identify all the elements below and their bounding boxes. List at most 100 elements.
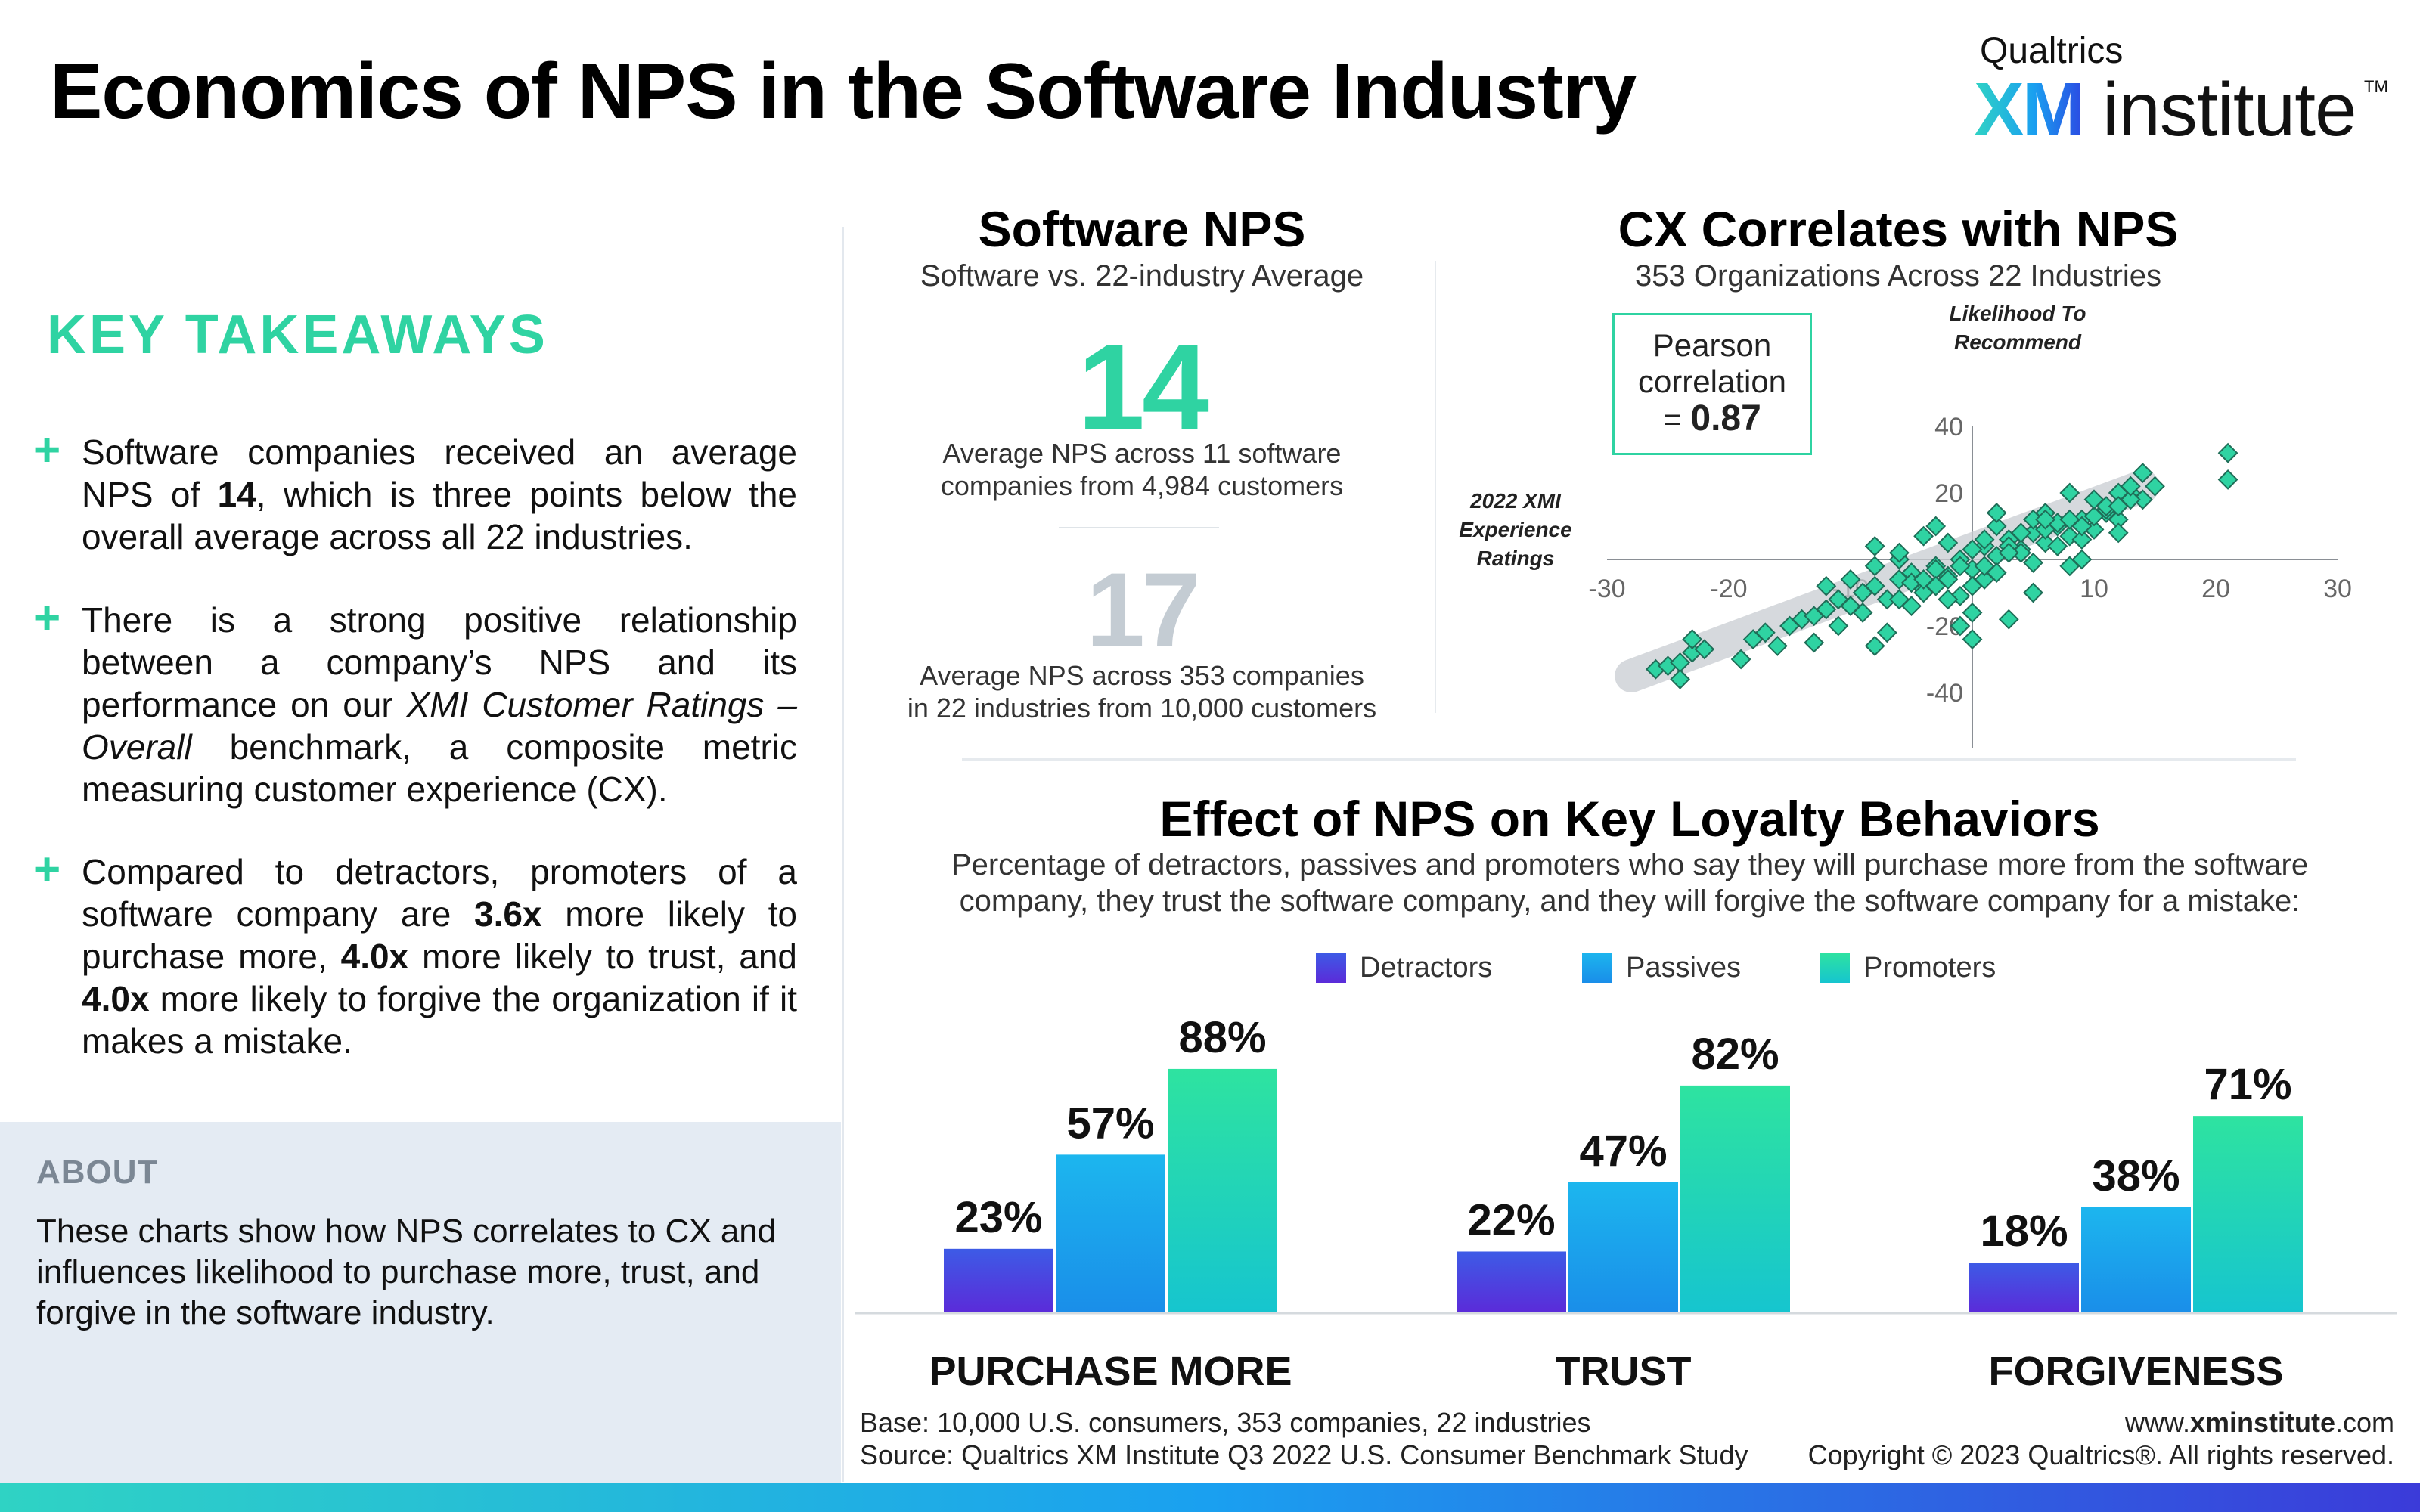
software-nps-title: Software NPS (978, 201, 1306, 257)
x-tick-label: 30 (2323, 575, 2352, 603)
bar (944, 1248, 1053, 1312)
cx-scatter-chart: -30-20-101020304020-20-40-60Likelihood T… (1459, 302, 2352, 748)
x-axis-title: Experience (1459, 518, 1571, 541)
industry-average-description: Average NPS across 353 companies in 22 i… (870, 659, 1414, 724)
bar (1168, 1068, 1277, 1312)
scatter-point (1925, 516, 1947, 537)
vertical-divider (842, 227, 844, 1482)
scatter-point (2108, 496, 2129, 517)
pearson-label: Pearson correlation (1615, 327, 1810, 400)
scatter-point (1913, 525, 1934, 547)
scatter-point (1962, 575, 1983, 596)
footer-source-text: Source: Qualtrics XM Institute Q3 2022 U… (860, 1439, 1748, 1470)
bar-value-label: 18% (1980, 1207, 2068, 1256)
bar (2193, 1116, 2303, 1312)
page-title: Economics of NPS in the Software Industr… (50, 48, 1637, 135)
plus-icon: + (33, 424, 61, 476)
category-label: FORGIVENESS (1988, 1349, 2283, 1394)
legend-swatch (1582, 953, 1612, 983)
software-nps-description: Average NPS across 11 software companies… (870, 437, 1414, 502)
bar-value-label: 38% (2092, 1151, 2180, 1201)
bar-chart-legend: Detractors Passives Promoters (1316, 951, 2042, 984)
footer-source: Base: 10,000 U.S. consumers, 353 compani… (860, 1406, 1748, 1471)
y-tick-label: -60 (1926, 745, 1963, 748)
text-run: 4.0x (340, 937, 409, 976)
bar (1056, 1154, 1165, 1312)
scatter-point (1876, 622, 1897, 643)
pearson-value: 0.87 (1690, 398, 1761, 438)
text-run: more likely to forgive the organization … (82, 979, 797, 1061)
scatter-point (1998, 609, 2019, 630)
pearson-correlation-box: Pearson correlation = 0.87 (1612, 313, 1812, 455)
scatter-point (1754, 622, 1776, 643)
text-run: more likely to purchase more, (82, 894, 798, 976)
horizontal-divider (962, 758, 2296, 761)
scatter-point (2059, 482, 2080, 503)
scatter-point (1962, 602, 1983, 623)
scatter-point (2023, 552, 2043, 573)
scatter-point (1986, 516, 2007, 537)
legend-swatch (1316, 953, 1346, 983)
subtitle-line: Percentage of detractors, passives and p… (951, 848, 2309, 881)
desc-line: in 22 industries from 10,000 customers (907, 692, 1377, 723)
website-link[interactable]: www.xminstitute.com (1808, 1406, 2394, 1439)
scatter-point (1913, 569, 1934, 590)
scatter-point (1816, 599, 1837, 620)
bar-value-label: 22% (1467, 1195, 1555, 1244)
x-axis-title: 2022 XMI (1469, 489, 1562, 513)
x-tick-label: 10 (2080, 575, 2108, 603)
desc-line: Average NPS across 353 companies (920, 660, 1364, 691)
footer-copyright: www.xminstitute.com Copyright © 2023 Qua… (1808, 1406, 2394, 1471)
loyalty-bar-chart: 23% 57% 88% PURCHASE MORE 22% 47% 82% TRUST 18% 3… (855, 1013, 2397, 1394)
scatter-point (2047, 535, 2068, 556)
scatter-point (1864, 575, 1885, 596)
scatter-point (1986, 502, 2007, 523)
takeaways-panel: KEY TAKEAWAYS + Software companies recei… (0, 197, 841, 1123)
scatter-point (2035, 509, 2056, 530)
nps-separator (1059, 527, 1219, 528)
bar-value-label: 23% (954, 1193, 1042, 1242)
scatter-point (1974, 556, 1995, 577)
url-part: .com (2335, 1407, 2394, 1438)
scatter-point (2217, 469, 2238, 490)
scatter-point (1852, 602, 1873, 623)
subtitle-line: company, they trust the software company… (959, 885, 2301, 918)
takeaway-text: Software companies received an average N… (82, 431, 797, 558)
bar (2081, 1207, 2191, 1312)
bar-value-label: 57% (1066, 1098, 1154, 1148)
scatter-point (1950, 615, 1971, 637)
logo-trademark: TM (2364, 77, 2388, 96)
scatter-point (1864, 556, 1885, 577)
y-axis-title: Likelihood To (1950, 302, 2086, 325)
category-label: PURCHASE MORE (929, 1349, 1292, 1394)
text-run: more likely to trust, and (408, 937, 797, 976)
scatter-point (1998, 542, 2019, 563)
scatter-point (2132, 463, 2153, 484)
scatter-point (1962, 539, 1983, 560)
footer-base: Base: 10,000 U.S. consumers, 353 compani… (860, 1407, 1591, 1438)
scatter-point (1840, 569, 1861, 590)
cx-chart-title: CX Correlates with NPS (1618, 201, 2179, 257)
takeaway-item: + Software companies received an average… (33, 424, 797, 558)
legend-label: Detractors (1360, 952, 1493, 984)
legend-label: Passives (1626, 952, 1742, 984)
scatter-point (1694, 639, 1715, 660)
cx-chart-subtitle: 353 Organizations Across 22 Industries (1635, 259, 2161, 293)
software-nps-value: 14 (1078, 319, 1209, 454)
scatter-point (1816, 575, 1837, 596)
about-text: These charts show how NPS correlates to … (36, 1213, 777, 1331)
text-run: There is a strong positive relationship … (82, 600, 797, 724)
text-run: Compared to detractors, promoters of a s… (82, 852, 797, 934)
takeaways-heading: KEY TAKEAWAYS (47, 305, 548, 365)
text-run: 14 (217, 475, 256, 514)
effect-chart-title: Effect of NPS on Key Loyalty Behaviors (1159, 791, 2100, 847)
bar-value-label: 88% (1178, 1013, 1266, 1062)
about-box: ABOUT These charts show how NPS correlat… (0, 1122, 841, 1483)
effect-chart-subtitle: Percentage of detractors, passives and p… (908, 847, 2352, 919)
scatter-point (1682, 629, 1703, 650)
y-tick-label: 20 (1934, 479, 1963, 508)
takeaway-item: + There is a strong positive relationshi… (33, 592, 797, 810)
scatter-point (1938, 589, 1959, 610)
x-axis-title: Ratings (1477, 547, 1555, 570)
plus-icon: + (33, 592, 61, 644)
